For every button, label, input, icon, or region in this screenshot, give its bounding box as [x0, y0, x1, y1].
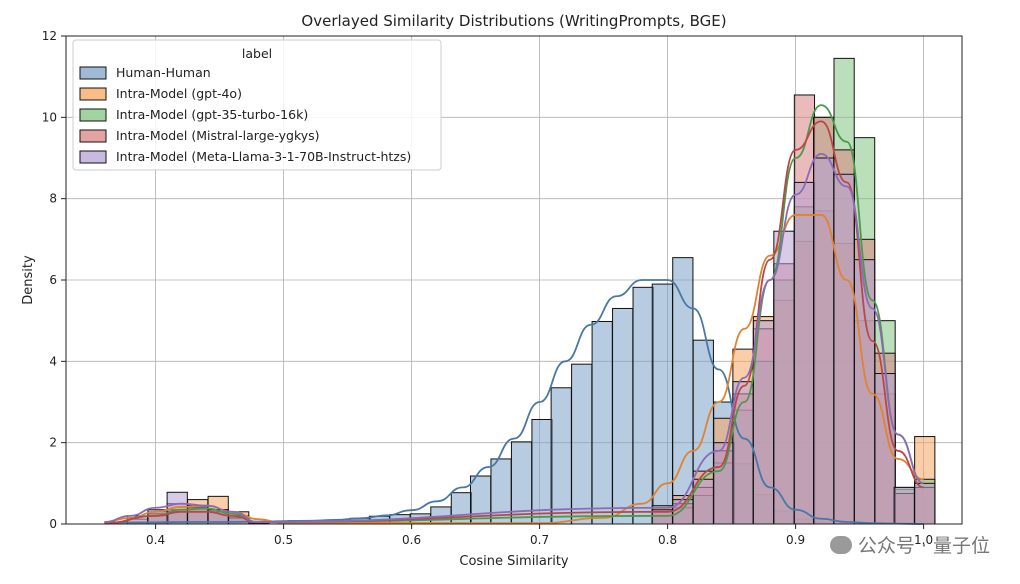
- y-tick-label: 12: [42, 29, 57, 43]
- kde-line-0: [104, 279, 924, 525]
- kde-line-2: [104, 104, 924, 525]
- x-tick-label: 0.7: [530, 533, 549, 547]
- histogram-bar: [833, 173, 855, 525]
- legend-label: Intra-Model (Meta-Llama-3-1-70B-Instruct…: [116, 149, 411, 164]
- histogram-bar: [813, 157, 835, 525]
- y-tick-label: 8: [49, 192, 57, 206]
- watermark: 公众号 · 量子位: [829, 531, 990, 558]
- x-tick-label: 0.6: [402, 533, 421, 547]
- y-tick-label: 2: [49, 436, 57, 450]
- x-tick-label: 0.5: [274, 533, 293, 547]
- y-tick-label: 6: [49, 273, 57, 287]
- x-tick-label: 0.8: [658, 533, 677, 547]
- legend: label Human-Human Intra-Model (gpt-4o) Intr…: [72, 39, 442, 171]
- histogram-bar: [893, 486, 915, 525]
- histogram-bar: [651, 283, 673, 525]
- legend-box: [72, 39, 442, 171]
- histogram-bar: [550, 387, 572, 525]
- kde-line-4: [104, 153, 924, 523]
- histogram-bar: [571, 363, 593, 525]
- y-axis-title: Density: [21, 255, 36, 305]
- histogram-bar: [793, 181, 816, 525]
- x-tick-label: 1.0: [914, 533, 933, 547]
- legend-label: Human-Human: [116, 65, 211, 80]
- legend-label: Intra-Model (Mistral-large-ygkys): [116, 128, 320, 143]
- histogram-bar: [612, 307, 634, 525]
- series-bars-4: [126, 157, 936, 525]
- x-tick-label: 0.4: [146, 533, 165, 547]
- histogram-bar: [531, 418, 553, 525]
- legend-label: Intra-Model (gpt-35-turbo-16k): [116, 107, 308, 122]
- histogram-bar: [672, 499, 694, 525]
- histogram-bar: [591, 320, 613, 525]
- chart-title: Overlayed Similarity Distributions (Writ…: [301, 12, 726, 30]
- legend-swatch: [79, 66, 107, 80]
- legend-title: label: [242, 46, 272, 61]
- legend-swatch: [79, 87, 107, 101]
- x-tick-label: 0.9: [786, 533, 805, 547]
- legend-label: Intra-Model (gpt-4o): [116, 86, 242, 101]
- histogram-bar: [632, 286, 654, 525]
- x-axis-title: Cosine Similarity: [459, 554, 569, 569]
- watermark-text: 公众号 · 量子位: [857, 535, 990, 557]
- histogram-bar: [773, 230, 795, 525]
- histogram-bar: [713, 442, 735, 525]
- legend-swatch: [79, 108, 107, 122]
- kde-line-3: [104, 120, 924, 525]
- y-tick-label: 10: [42, 110, 57, 124]
- histogram-bar: [914, 482, 936, 525]
- y-tick-label: 4: [49, 354, 57, 368]
- legend-swatch: [79, 129, 107, 143]
- legend-swatch: [79, 150, 107, 164]
- wechat-icon: [829, 535, 852, 554]
- y-tick-label: 0: [49, 517, 57, 531]
